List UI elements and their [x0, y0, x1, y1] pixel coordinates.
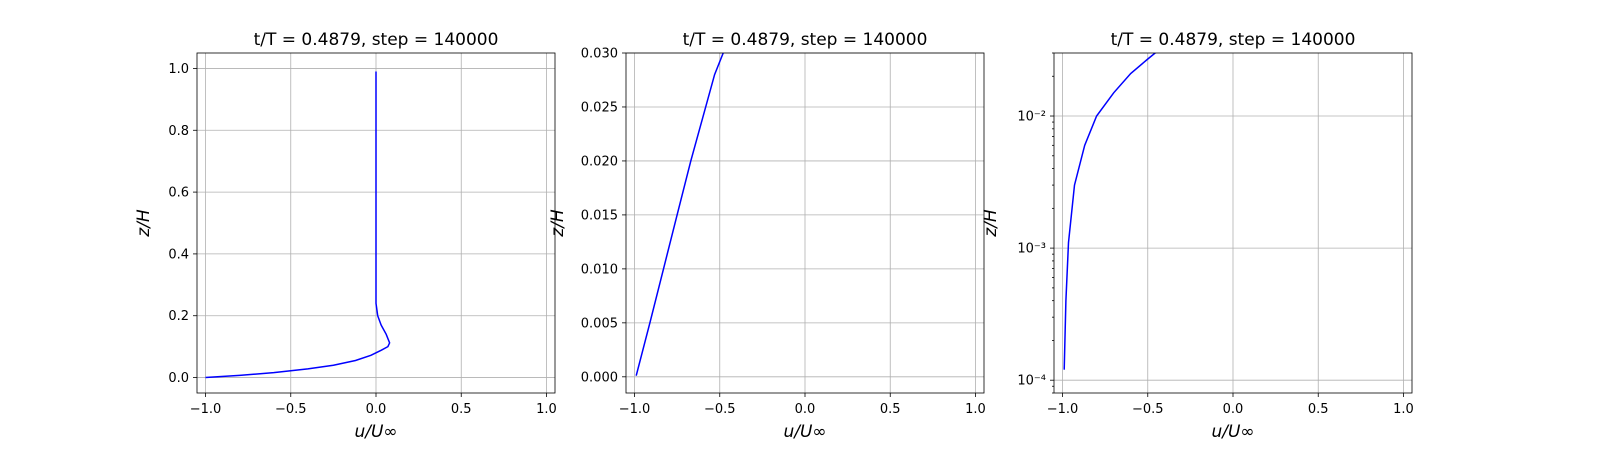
x-tick-label: −0.5: [704, 402, 736, 417]
y-tick-label: 0.8: [168, 124, 189, 139]
x-tick-label: 1.0: [536, 402, 557, 417]
y-tick-label: 0.005: [581, 316, 618, 331]
subplot-3: −1.0 −0.5 0.0 0.5 1.0 10⁻⁴ 10⁻³ 10⁻² t/T = 0.487…: [981, 30, 1414, 442]
y-tick-label: 0.010: [581, 262, 618, 277]
subplot-title: t/T = 0.4879, step = 140000: [1111, 30, 1356, 50]
subplot-2: −1.0 −0.5 0.0 0.5 1.0 0.000 0.005 0.010 0.015 0.0…: [548, 30, 986, 442]
x-tick-label: 0.5: [880, 402, 901, 417]
x-tick-label: −0.5: [275, 402, 307, 417]
axes-frame: [196, 52, 556, 394]
x-axis-label: u/U∞: [354, 422, 397, 442]
y-tick-label: 0.020: [581, 154, 618, 169]
subplot-title: t/T = 0.4879, step = 140000: [683, 30, 928, 50]
series-line: [635, 53, 725, 376]
x-tick-label: 0.5: [451, 402, 472, 417]
x-tick-label: −1.0: [190, 402, 222, 417]
y-axis-label: z/H: [134, 209, 154, 238]
x-tick-label: 0.0: [1223, 402, 1244, 417]
x-tick-label: −1.0: [1047, 402, 1079, 417]
y-tick-label: 10⁻²: [1017, 110, 1046, 125]
x-axis-label: u/U∞: [783, 422, 826, 442]
x-tick-label: 0.5: [1308, 402, 1329, 417]
y-tick-label: 0.000: [581, 370, 618, 385]
subplot-1: −1.0 −0.5 0.0 0.5 1.0 0.0 0.2 0.4 0.6 0.8 1.0 t/T =…: [134, 30, 557, 442]
x-tick-label: 0.0: [366, 402, 387, 417]
y-tick-label: 1.0: [168, 62, 189, 77]
x-axis-label: u/U∞: [1211, 422, 1254, 442]
subplot-title: t/T = 0.4879, step = 140000: [254, 30, 499, 50]
axes-frame: [625, 52, 985, 394]
y-tick-label: 0.2: [168, 309, 189, 324]
y-tick-label: 0.015: [581, 208, 618, 223]
y-tick-label: 0.6: [168, 186, 189, 201]
y-axis-label: z/H: [548, 209, 568, 238]
y-tick-label: 10⁻⁴: [1017, 374, 1046, 389]
x-tick-label: −1.0: [619, 402, 651, 417]
y-axis-label: z/H: [981, 209, 1001, 238]
series-line: [1063, 53, 1157, 370]
x-tick-label: −0.5: [1132, 402, 1164, 417]
y-tick-label: 0.030: [581, 47, 618, 62]
x-tick-label: 1.0: [965, 402, 986, 417]
y-tick-label: 0.0: [168, 371, 189, 386]
series-line: [205, 71, 391, 379]
x-tick-label: 1.0: [1393, 402, 1414, 417]
x-tick-label: 0.0: [795, 402, 816, 417]
y-tick-label: 0.025: [581, 100, 618, 115]
y-tick-label: 10⁻³: [1017, 242, 1046, 257]
y-tick-label: 0.4: [168, 247, 189, 262]
axes-frame: [1053, 52, 1413, 394]
